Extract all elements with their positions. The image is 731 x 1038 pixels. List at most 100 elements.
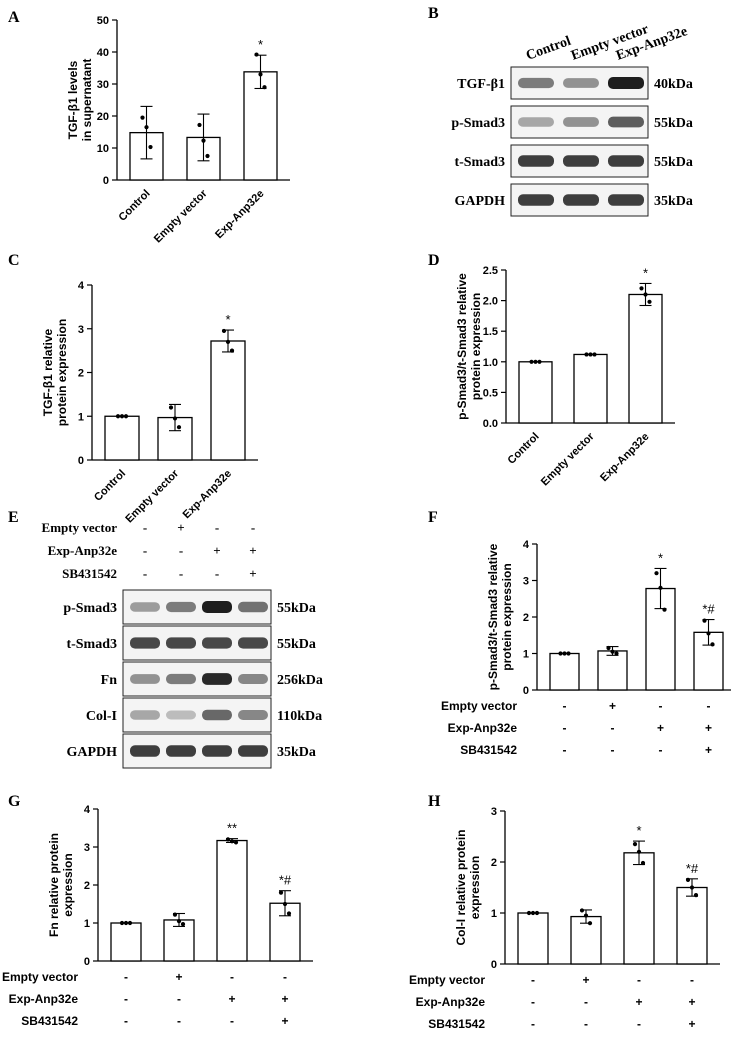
treatment-row-label: Exp-Anp32e	[448, 721, 518, 735]
treatment-sign: -	[179, 566, 183, 581]
blot-size-label: 35kDa	[654, 194, 693, 209]
protein-band	[608, 77, 644, 89]
data-point	[221, 328, 227, 334]
data-point	[537, 359, 542, 364]
treatment-sign: +	[249, 543, 256, 558]
significance-mark: *#	[686, 861, 699, 876]
data-point	[254, 52, 259, 57]
treatment-row-label: Exp-Anp32e	[416, 995, 486, 1009]
treatment-sign: +	[175, 970, 182, 984]
treatment-sign: -	[143, 543, 147, 558]
treatment-table-e: Empty vector - + - - Exp-Anp32e - - + + SB431542 - -…	[42, 520, 257, 581]
blot-row-label: GAPDH	[66, 745, 117, 760]
y-tick-label: 10	[97, 143, 109, 155]
blot-row-label: p-Smad3	[451, 116, 505, 131]
treatment-row-label: Exp-Anp32e	[48, 543, 118, 558]
data-point	[123, 920, 129, 926]
data-point	[632, 842, 638, 847]
panel-letter-g: G	[8, 793, 21, 810]
treatment-sign: +	[635, 995, 642, 1009]
protein-band	[166, 601, 196, 613]
data-point	[127, 920, 133, 926]
chart-panel-f: 0 1 2 3 4 p-Smad3/t-Smad3 relative protein exp…	[441, 539, 731, 757]
protein-band	[518, 194, 554, 206]
bar	[210, 340, 246, 461]
treatment-sign: -	[124, 970, 128, 984]
data-point	[587, 921, 593, 926]
chart-panel-d: 0.0 0.5 1.0 1.5 2.0 2.5 p-Smad3/t-Smad3 relati…	[455, 265, 675, 488]
data-point	[119, 920, 125, 926]
protein-band	[563, 117, 599, 127]
treatment-sign: +	[213, 543, 220, 558]
significance-mark: *#	[702, 602, 715, 617]
data-point	[526, 910, 532, 916]
bar	[623, 852, 655, 965]
protein-band	[202, 709, 232, 721]
data-point	[205, 153, 210, 159]
protein-band	[518, 77, 554, 89]
y-tick-label: 1	[491, 908, 497, 920]
x-category-label: Exp-Anp32e	[598, 431, 651, 484]
y-tick-label: 30	[97, 79, 109, 91]
bar	[243, 71, 278, 181]
protein-band	[202, 637, 232, 649]
y-tick-label: 0	[78, 455, 84, 467]
protein-band	[518, 117, 554, 127]
data-point	[584, 352, 589, 357]
y-axis-label: protein expression	[55, 319, 69, 426]
data-point	[610, 649, 615, 654]
treatment-sign: -	[230, 1014, 234, 1028]
treatment-sign: -	[215, 566, 219, 581]
treatment-sign: -	[563, 721, 567, 735]
treatment-sign: -	[531, 995, 535, 1009]
treatment-sign: +	[249, 566, 256, 581]
data-point	[689, 885, 695, 890]
data-point	[662, 607, 667, 612]
significance-mark: *	[636, 823, 641, 838]
treatment-sign: +	[177, 520, 184, 535]
western-blot-b: TGF-β1 40kDa p-Smad3 55kDa t-Smad3 55kDa GAPDH…	[451, 22, 693, 217]
chart-panel-c: 0 1 2 3 4 TGF-β1 relative protein expression Co…	[41, 280, 258, 525]
bar	[518, 361, 553, 424]
y-tick-label: 3	[523, 576, 529, 588]
data-point	[529, 359, 534, 364]
y-tick-label: 1	[84, 918, 90, 930]
treatment-sign: -	[230, 970, 234, 984]
protein-band	[608, 116, 644, 128]
treatment-sign: -	[707, 699, 711, 713]
y-tick-label: 20	[97, 111, 109, 123]
bar	[573, 353, 608, 424]
treatment-sign: -	[563, 699, 567, 713]
x-category-label: Exp-Anp32e	[181, 468, 234, 521]
treatment-sign: +	[582, 973, 589, 987]
panel-letter-d: D	[428, 252, 440, 269]
treatment-row-label: Exp-Anp32e	[9, 992, 79, 1006]
y-tick-label: 2.0	[483, 296, 498, 308]
bar	[110, 922, 142, 962]
data-point	[592, 352, 597, 357]
treatment-sign: -	[177, 1014, 181, 1028]
x-category-label: Control	[505, 431, 541, 467]
treatment-sign: -	[215, 520, 219, 535]
y-tick-label: 0	[84, 956, 90, 968]
data-point	[643, 292, 648, 297]
y-axis-label: in supernatant	[80, 59, 94, 142]
y-tick-label: 3	[491, 806, 497, 818]
treatment-row-label: Empty vector	[42, 520, 118, 535]
x-category-label: Empty vector	[152, 187, 210, 245]
data-point	[647, 299, 652, 304]
y-tick-label: 1	[523, 649, 529, 661]
chart-panel-a: 0 10 20 30 40 50 TGF-β1 levels in supernatant Co…	[66, 15, 290, 245]
data-point	[262, 85, 267, 90]
data-point	[119, 414, 125, 419]
y-tick-label: 2	[84, 880, 90, 892]
treatment-row-label: Empty vector	[2, 970, 78, 984]
bar	[517, 912, 549, 965]
data-point	[706, 631, 711, 636]
blot-row-label: t-Smad3	[66, 637, 117, 652]
y-axis-label: expression	[61, 853, 75, 916]
data-point	[258, 72, 263, 77]
treatment-row-label: SB431542	[62, 566, 117, 581]
data-point	[562, 651, 567, 656]
bar	[597, 650, 628, 691]
